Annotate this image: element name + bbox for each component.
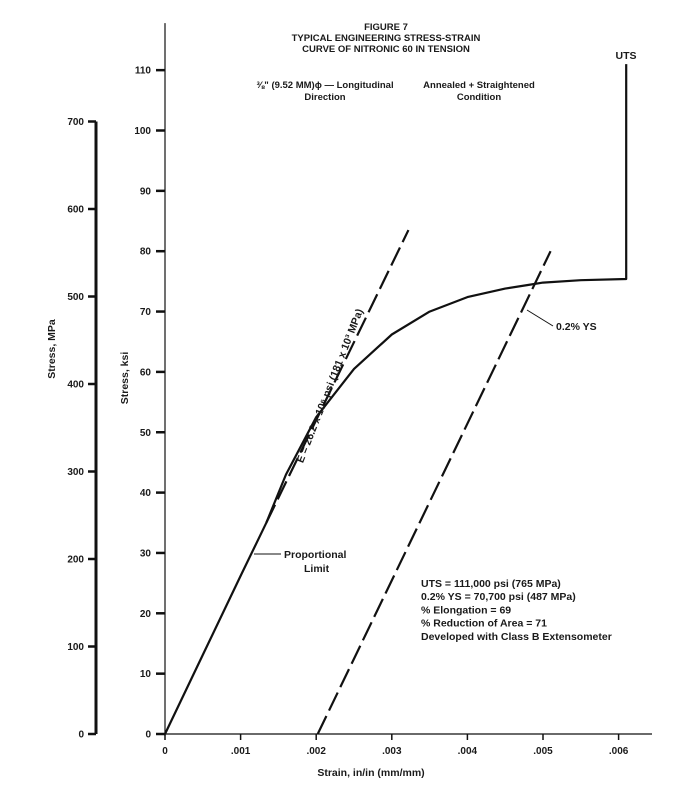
property-line: 0.2% YS = 70,700 psi (487 MPa) bbox=[421, 591, 576, 603]
ksi-tick-label: 70 bbox=[140, 307, 152, 318]
strain-tick-label: .003 bbox=[382, 746, 402, 757]
property-line: Developed with Class B Extensometer bbox=[421, 631, 612, 643]
offset-yield-line bbox=[316, 250, 552, 735]
chart-title-line: CURVE OF NITRONIC 60 IN TENSION bbox=[302, 44, 470, 55]
y-axis-title-mpa: Stress, MPa bbox=[46, 319, 58, 379]
ksi-tick-label: 50 bbox=[140, 428, 152, 439]
proportional-limit-label: Proportional bbox=[284, 549, 346, 561]
mpa-tick-label: 300 bbox=[67, 467, 84, 478]
strain-tick-label: .004 bbox=[458, 746, 478, 757]
stress-strain-curve bbox=[164, 64, 628, 735]
subtitle-left-line: ⅜" (9.52 MM)ϕ — Longitudinal bbox=[256, 80, 393, 91]
strain-tick-label: 0 bbox=[162, 746, 168, 757]
ksi-tick-label: 90 bbox=[140, 186, 152, 197]
axes-layer bbox=[88, 23, 652, 740]
ksi-tick-label: 0 bbox=[145, 730, 151, 741]
strain-tick-label: .005 bbox=[533, 746, 553, 757]
text-layer: 0 10 20 30 40 50 60 70 80 90 100 110 0 100 200 300 400 50… bbox=[46, 22, 637, 779]
modulus-line bbox=[265, 229, 410, 524]
mpa-tick-label: 0 bbox=[78, 730, 84, 741]
x-axis-title: Strain, in/in (mm/mm) bbox=[317, 767, 424, 779]
property-line: UTS = 111,000 psi (765 MPa) bbox=[421, 578, 561, 590]
ksi-tick-label: 10 bbox=[140, 669, 152, 680]
mpa-tick-label: 600 bbox=[67, 205, 84, 216]
ys-label: 0.2% YS bbox=[556, 321, 597, 333]
ksi-tick-label: 40 bbox=[140, 488, 152, 499]
ksi-tick-label: 110 bbox=[135, 66, 152, 77]
property-line: % Elongation = 69 bbox=[421, 604, 511, 616]
subtitle-right-line: Annealed + Straightened bbox=[423, 80, 535, 91]
proportional-limit-label: Limit bbox=[304, 563, 330, 575]
property-line: % Reduction of Area = 71 bbox=[421, 618, 547, 630]
ksi-tick-label: 80 bbox=[140, 247, 152, 258]
mpa-tick-label: 500 bbox=[67, 292, 84, 303]
mpa-tick-label: 200 bbox=[67, 555, 84, 566]
subtitle-left-line: Direction bbox=[304, 92, 345, 103]
ksi-tick-label: 30 bbox=[140, 548, 152, 559]
modulus-label: E = 26.2 x 10⁶ psi (181 x 10³ MPa) bbox=[294, 307, 365, 464]
subtitle-right-line: Condition bbox=[457, 92, 502, 103]
chart-title-line: TYPICAL ENGINEERING STRESS-STRAIN bbox=[292, 33, 481, 44]
series-layer bbox=[164, 64, 628, 735]
strain-tick-label: .002 bbox=[306, 746, 326, 757]
mpa-tick-label: 700 bbox=[67, 117, 84, 128]
mpa-tick-label: 100 bbox=[67, 642, 84, 653]
mpa-tick-label: 400 bbox=[67, 380, 84, 391]
strain-tick-label: .006 bbox=[609, 746, 629, 757]
uts-label: UTS bbox=[616, 50, 637, 62]
strain-tick-label: .001 bbox=[231, 746, 251, 757]
ksi-tick-label: 100 bbox=[134, 126, 151, 137]
y-axis-title-ksi: Stress, ksi bbox=[119, 352, 131, 405]
ksi-tick-label: 60 bbox=[140, 367, 152, 378]
ys-leader-line bbox=[526, 309, 554, 327]
ksi-tick-label: 20 bbox=[140, 609, 152, 620]
chart-title-line: FIGURE 7 bbox=[364, 22, 408, 33]
